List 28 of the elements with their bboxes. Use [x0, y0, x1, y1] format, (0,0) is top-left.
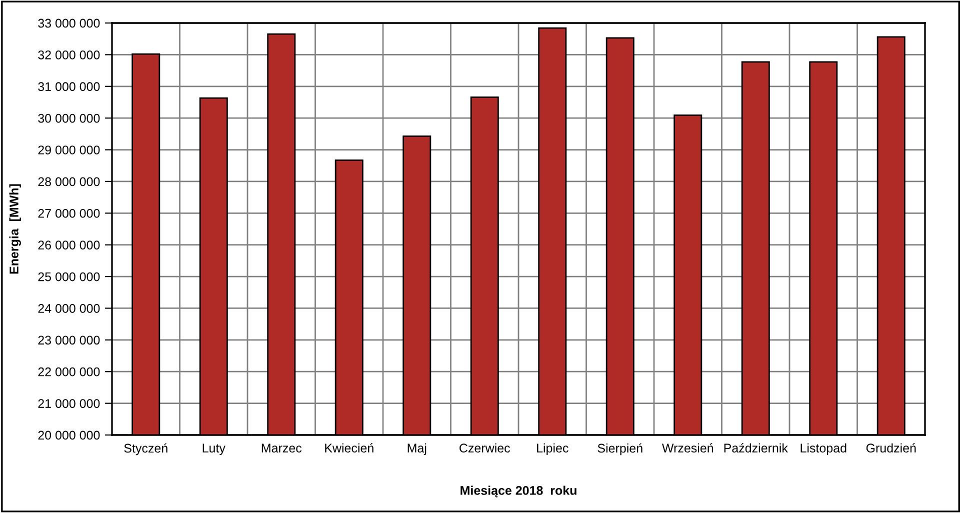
y-tick-label: 31 000 000: [38, 82, 100, 92]
x-tick-label: Marzec: [262, 444, 302, 453]
x-tick-label: Październik: [724, 443, 788, 453]
x-tick-label: Grudzień: [866, 443, 916, 453]
y-tick-label: 25 000 000: [38, 272, 100, 282]
y-tick-label: 30 000 000: [38, 114, 100, 123]
y-tick-label: 24 000 000: [38, 304, 100, 313]
y-tick-label: 27 000 000: [38, 208, 100, 218]
y-tick-label: 29 000 000: [38, 146, 100, 154]
y-tick-label: 23 000 000: [38, 336, 100, 345]
x-tick-label: Sierpień: [598, 443, 642, 456]
y-tick-label: 32 000 000: [38, 50, 100, 60]
x-tick-label: Wrzesień: [662, 443, 714, 453]
x-tick-label: Luty: [202, 444, 226, 455]
y-tick-label: 28 000 000: [38, 177, 100, 186]
x-axis-title: Miesiące 2018 roku: [460, 486, 576, 498]
y-axis-title: Energia [MWh]: [9, 184, 21, 274]
x-tick-label: Listopad: [800, 443, 846, 455]
y-tick-label: 33 000 000: [38, 18, 100, 28]
x-tick-label: Styczeń: [124, 443, 168, 456]
x-tick-label: Kwiecień: [325, 443, 374, 453]
y-tick-label: 20 000 000: [38, 430, 100, 440]
x-tick-label: Maj: [408, 443, 426, 455]
x-tick-label: Czerwiec: [460, 443, 510, 453]
y-tick-label: 21 000 000: [38, 399, 100, 408]
y-tick-label: 26 000 000: [38, 240, 100, 250]
y-tick-label: 22 000 000: [38, 367, 100, 376]
x-tick-label: Lipiec: [537, 443, 568, 455]
